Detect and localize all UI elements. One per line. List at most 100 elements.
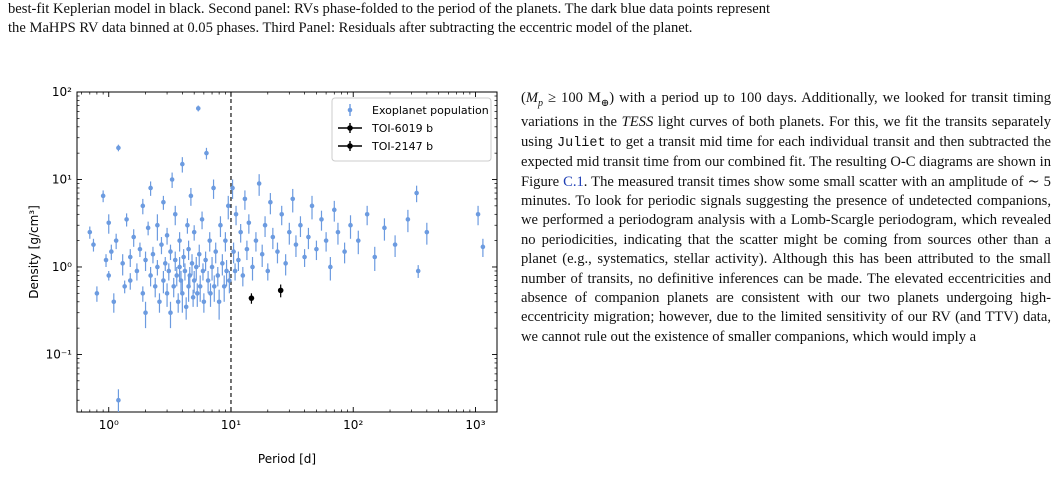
- text-segment-1: ) with a period up to 100 days. Addition…: [521, 90, 1051, 131]
- earth-symbol: ⊕: [600, 97, 610, 109]
- population-point: [177, 238, 182, 243]
- population-point: [116, 145, 121, 151]
- population-point: [188, 193, 194, 199]
- population-point: [293, 242, 299, 247]
- population-point: [148, 185, 153, 191]
- population-point: [208, 291, 213, 296]
- population-point: [111, 299, 117, 305]
- tess-name: TESS: [621, 114, 654, 131]
- figure-link[interactable]: C.1: [563, 173, 584, 190]
- population-point: [177, 264, 182, 270]
- population-point: [196, 251, 202, 257]
- population-point: [287, 229, 292, 235]
- population-point: [372, 254, 378, 260]
- population-point: [268, 199, 273, 205]
- population-point: [113, 238, 119, 243]
- population-point: [335, 229, 341, 235]
- population-point: [331, 207, 337, 213]
- population-point: [162, 261, 168, 266]
- population-point: [244, 246, 250, 252]
- population-point: [191, 229, 197, 235]
- population-point: [161, 199, 166, 205]
- population-point: [279, 212, 285, 217]
- y-axis-label: Density [g/cm³]: [27, 205, 41, 299]
- population-point: [159, 242, 164, 247]
- population-point: [211, 185, 216, 191]
- body-paragraph: (Mp ≥ 100 M⊕) with a period up to 100 da…: [521, 89, 1051, 347]
- population-point: [166, 268, 172, 274]
- population-point: [265, 268, 271, 274]
- caption-line-1: best-fit Keplerian model in black. Secon…: [8, 1, 771, 17]
- population-point: [189, 261, 195, 266]
- population-point: [203, 257, 208, 263]
- population-point: [155, 222, 160, 228]
- population-point: [148, 273, 153, 278]
- density-period-figure: 10⁻¹ 10⁰ 10¹ 10² 10⁰ 10¹ 10² 10³ Period [d] De…: [0, 78, 500, 482]
- population-point: [215, 273, 221, 278]
- legend-box: [331, 97, 492, 162]
- population-point: [231, 249, 236, 254]
- population-point: [140, 291, 146, 296]
- population-point: [127, 254, 133, 260]
- text-segment-4: . The measured transit times show some s…: [521, 173, 1051, 345]
- data-points: [87, 105, 486, 412]
- x-axis-ticks: 10⁰ 10¹ 10² 10³: [81, 92, 486, 432]
- population-point: [382, 225, 387, 231]
- population-point: [290, 196, 296, 202]
- population-point: [392, 242, 398, 247]
- population-point: [475, 212, 481, 217]
- y-tick-label: 10²: [52, 85, 72, 99]
- legend-entry-3-label: TOI-2147 b: [371, 140, 433, 153]
- population-point: [220, 261, 225, 266]
- population-point: [94, 291, 100, 296]
- population-point: [181, 254, 186, 260]
- population-point: [157, 299, 162, 305]
- legend: Exoplanet population TOI-6019 b TOI-2147 b: [331, 97, 492, 162]
- x-axis-label: Period [d]: [258, 452, 316, 466]
- legend-entry-1-marker-dot: [347, 107, 353, 113]
- population-point: [218, 222, 223, 228]
- population-point: [145, 225, 151, 231]
- population-point: [405, 217, 411, 222]
- population-point: [152, 284, 158, 289]
- legend-entry-2-label: TOI-6019 b: [371, 122, 433, 135]
- y-tick-label: 10¹: [52, 172, 72, 186]
- population-point: [190, 295, 196, 300]
- population-point: [191, 278, 197, 283]
- population-point: [232, 268, 238, 274]
- population-point: [199, 217, 205, 222]
- legend-entry-1-label: Exoplanet population: [372, 104, 489, 117]
- population-point: [309, 203, 315, 209]
- x-tick-label: 10²: [343, 418, 363, 432]
- population-point: [91, 242, 96, 247]
- mass-symbol: M: [525, 90, 539, 106]
- population-point: [201, 299, 207, 305]
- population-point: [172, 257, 178, 263]
- population-point: [197, 284, 203, 289]
- population-point: [195, 106, 201, 111]
- population-point: [223, 238, 228, 243]
- mass-threshold: ≥ 100 M: [543, 90, 601, 106]
- scatter-plot: 10⁻¹ 10⁰ 10¹ 10² 10⁰ 10¹ 10² 10³ Period [d] De…: [27, 85, 498, 466]
- population-point: [230, 185, 235, 191]
- population-point: [143, 310, 148, 316]
- population-point: [238, 229, 243, 235]
- population-point: [319, 217, 324, 222]
- population-point: [211, 284, 217, 289]
- population-point: [240, 273, 246, 278]
- population-point: [246, 220, 252, 226]
- population-point: [262, 222, 268, 228]
- figure-caption: best-fit Keplerian model in black. Secon…: [8, 0, 1052, 38]
- x-tick-label: 10¹: [221, 418, 241, 432]
- population-point: [480, 244, 486, 250]
- population-point: [348, 222, 353, 228]
- population-point: [314, 246, 319, 252]
- population-point: [236, 257, 241, 263]
- population-point: [414, 190, 419, 196]
- population-point: [364, 212, 370, 217]
- population-point: [172, 212, 178, 217]
- population-point: [225, 203, 231, 209]
- legend-entry-3-marker-dot: [347, 143, 353, 149]
- population-point: [242, 196, 248, 202]
- population-point: [302, 254, 307, 260]
